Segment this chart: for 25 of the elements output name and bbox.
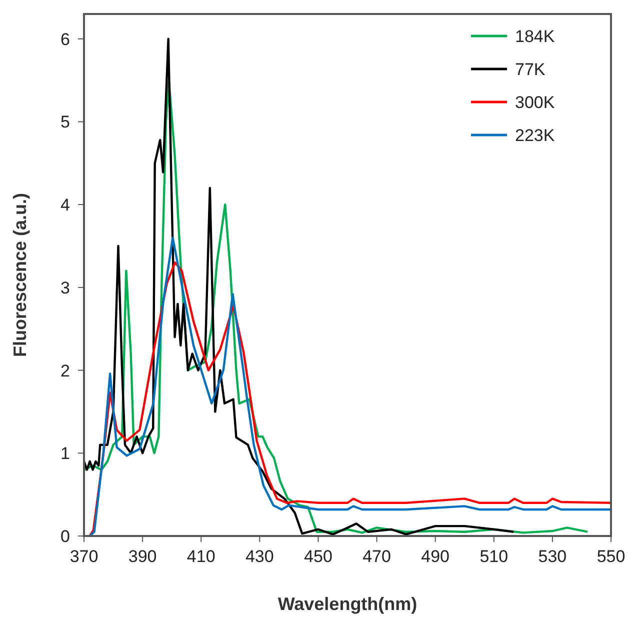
x-tick-label: 510 — [480, 547, 508, 566]
x-tick-label: 410 — [186, 547, 216, 566]
x-tick-label: 470 — [362, 547, 391, 566]
x-tick-label: 370 — [70, 547, 98, 566]
legend-label: 184K — [515, 27, 556, 46]
y-tick-label: 4 — [60, 196, 70, 215]
y-tick-label: 0 — [60, 527, 70, 546]
legend-label: 223K — [515, 126, 556, 145]
x-axis-title: Wavelength(nm) — [278, 594, 418, 614]
x-tick-label: 490 — [421, 547, 450, 566]
legend-label: 300K — [515, 93, 556, 112]
y-tick-label: 2 — [60, 361, 70, 380]
line-series — [82, 38, 515, 536]
x-tick-label: 390 — [128, 547, 157, 566]
x-tick-label: 430 — [245, 547, 274, 566]
x-tick-label: 550 — [596, 547, 626, 566]
x-tick-label: 530 — [538, 547, 567, 566]
y-tick-label: 5 — [60, 112, 70, 132]
legend-label: 77K — [515, 60, 546, 79]
x-tick-label: 450 — [304, 547, 332, 566]
y-tick-label: 1 — [60, 444, 70, 464]
line-series — [82, 79, 589, 534]
y-axis-title: Fluorescence (a.u.) — [10, 192, 30, 358]
y-tick-label: 3 — [60, 278, 70, 298]
y-tick-label: 6 — [60, 30, 70, 49]
